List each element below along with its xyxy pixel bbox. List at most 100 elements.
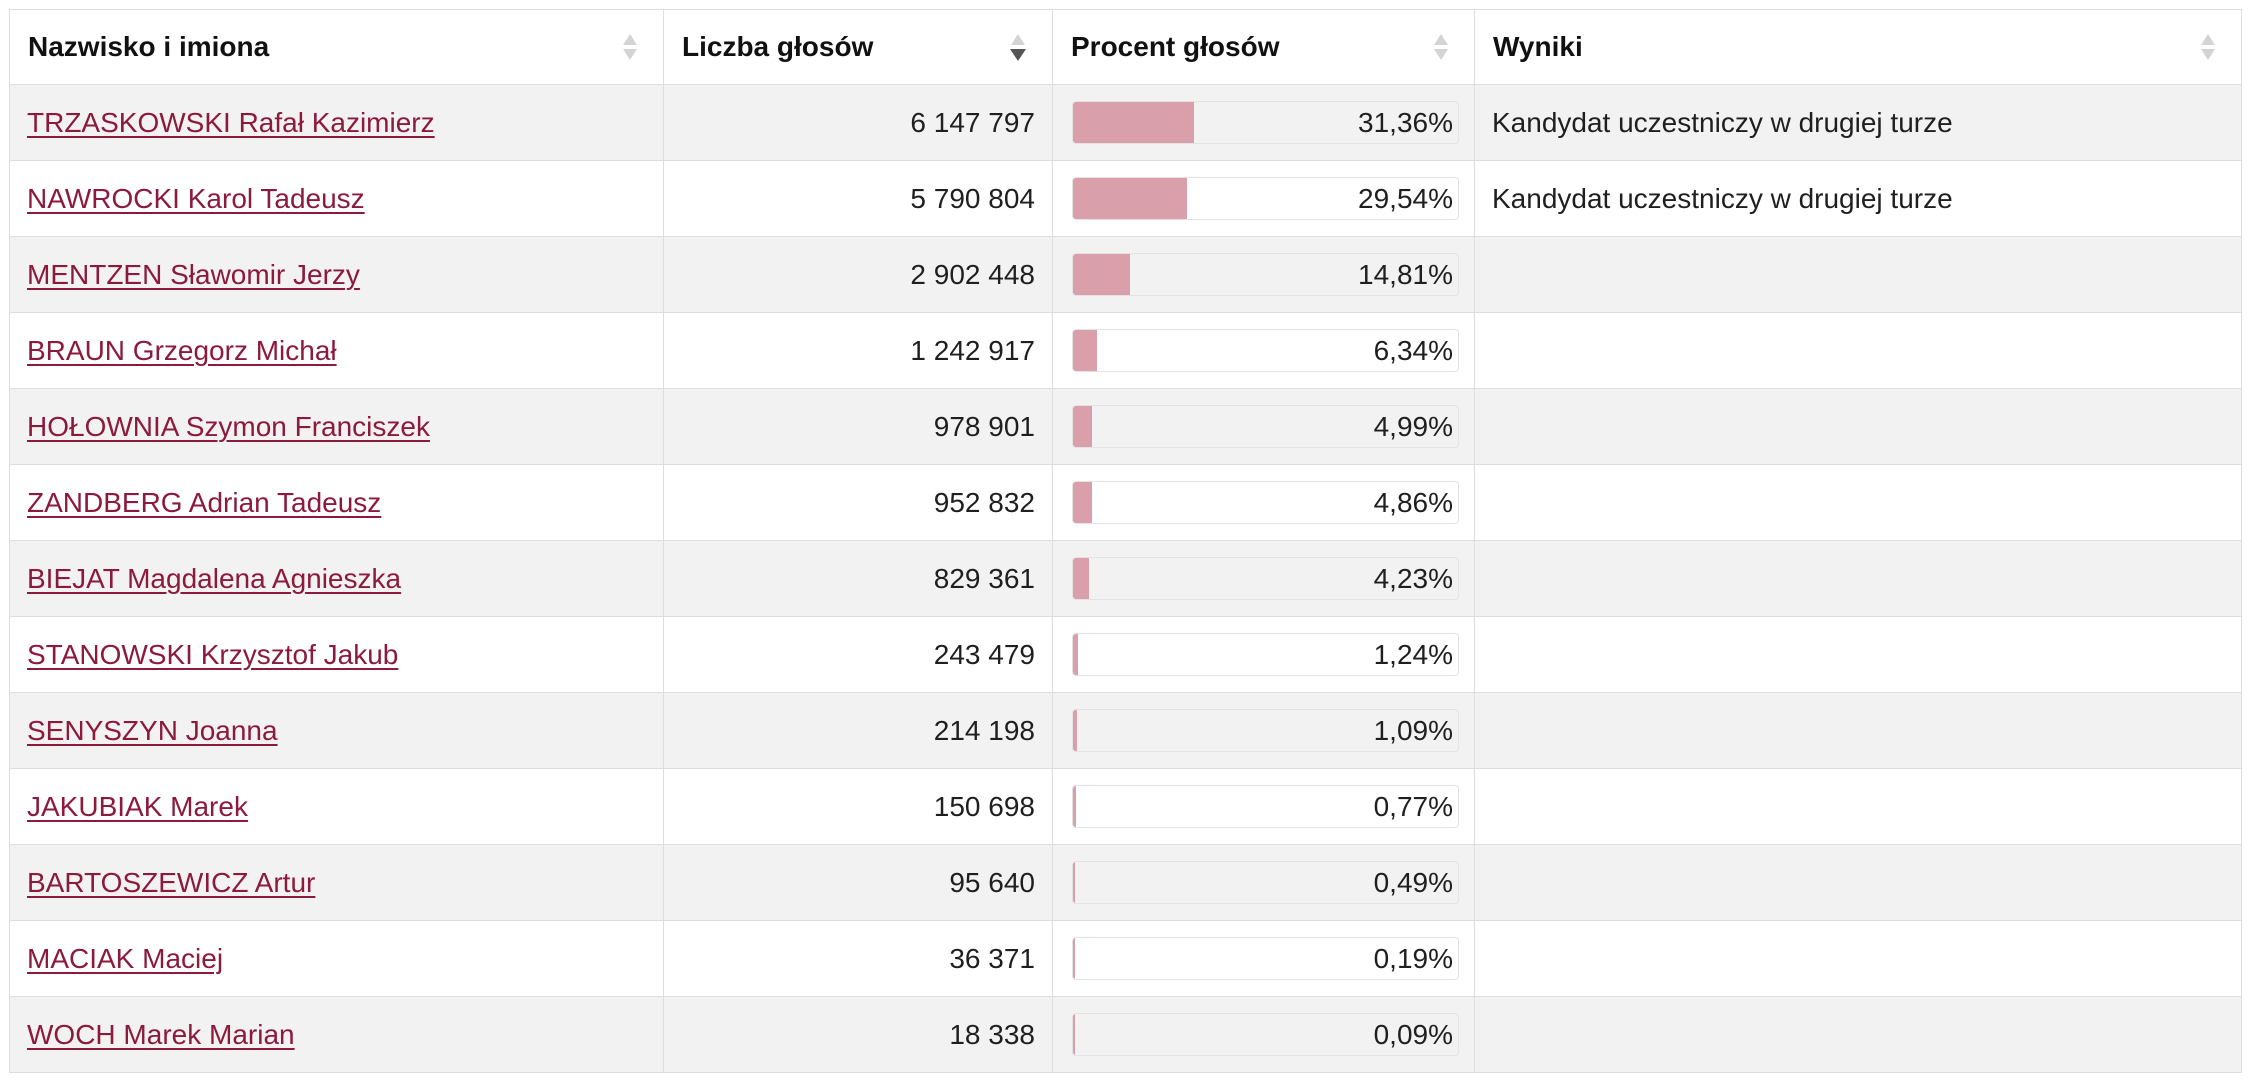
percent-value: 4,99%: [1373, 410, 1453, 442]
votes-cell: 6 147 797: [664, 85, 1053, 161]
candidate-link[interactable]: STANOWSKI Krzysztof Jakub: [27, 638, 399, 670]
percent-bar: 0,19%: [1072, 937, 1459, 980]
percent-bar: 31,36%: [1072, 101, 1459, 144]
table-row: BRAUN Grzegorz Michał 1 242 917 6,34%: [10, 313, 2242, 389]
percent-cell: 0,19%: [1053, 921, 1475, 997]
candidate-link[interactable]: SENYSZYN Joanna: [27, 714, 278, 746]
candidate-link[interactable]: JAKUBIAK Marek: [27, 790, 248, 822]
table-header-row: Nazwisko i imiona Liczba głosów Procent gł…: [10, 10, 2242, 85]
candidate-link[interactable]: BRAUN Grzegorz Michał: [27, 334, 337, 366]
votes-cell: 150 698: [664, 769, 1053, 845]
table-row: WOCH Marek Marian 18 338 0,09%: [10, 997, 2242, 1073]
table-body: TRZASKOWSKI Rafał Kazimierz 6 147 797 31,3…: [10, 85, 2242, 1073]
votes-cell: 2 902 448: [664, 237, 1053, 313]
sort-desc-icon[interactable]: [1010, 33, 1026, 61]
candidate-name-cell: TRZASKOWSKI Rafał Kazimierz: [10, 85, 664, 161]
sort-down-triangle-icon: [2201, 49, 2215, 60]
percent-cell: 4,23%: [1053, 541, 1475, 617]
result-cell: Kandydat uczestniczy w drugiej turze: [1475, 85, 2242, 161]
result-cell: [1475, 997, 2242, 1073]
percent-value: 4,86%: [1373, 486, 1453, 518]
percent-bar: 0,77%: [1072, 785, 1459, 828]
candidate-link[interactable]: MACIAK Maciej: [27, 942, 224, 974]
percent-bar-fill: [1073, 634, 1078, 675]
votes-value: 952 832: [933, 486, 1035, 518]
candidate-name-cell: ZANDBERG Adrian Tadeusz: [10, 465, 664, 541]
candidate-name-cell: BRAUN Grzegorz Michał: [10, 313, 664, 389]
percent-bar-fill: [1073, 330, 1098, 371]
result-cell: [1475, 237, 2242, 313]
percent-value: 14,81%: [1358, 258, 1453, 290]
candidate-link[interactable]: MENTZEN Sławomir Jerzy: [27, 258, 360, 290]
candidate-link[interactable]: NAWROCKI Karol Tadeusz: [27, 182, 365, 214]
candidate-name-cell: JAKUBIAK Marek: [10, 769, 664, 845]
column-header-name[interactable]: Nazwisko i imiona: [10, 10, 664, 85]
table-row: HOŁOWNIA Szymon Franciszek 978 901 4,99%: [10, 389, 2242, 465]
votes-value: 6 147 797: [910, 106, 1035, 138]
sort-down-triangle-icon: [623, 49, 637, 60]
result-cell: [1475, 465, 2242, 541]
candidate-link[interactable]: TRZASKOWSKI Rafał Kazimierz: [27, 106, 435, 138]
candidate-link[interactable]: HOŁOWNIA Szymon Franciszek: [27, 410, 430, 442]
sort-icon[interactable]: [623, 34, 637, 60]
percent-cell: 0,09%: [1053, 997, 1475, 1073]
percent-value: 0,49%: [1373, 866, 1453, 898]
percent-cell: 0,49%: [1053, 845, 1475, 921]
votes-cell: 952 832: [664, 465, 1053, 541]
candidate-name-cell: NAWROCKI Karol Tadeusz: [10, 161, 664, 237]
column-header-votes[interactable]: Liczba głosów: [664, 10, 1053, 85]
percent-bar: 0,09%: [1072, 1013, 1459, 1056]
candidate-name-cell: BIEJAT Magdalena Agnieszka: [10, 541, 664, 617]
table-row: ZANDBERG Adrian Tadeusz 952 832 4,86%: [10, 465, 2242, 541]
column-header-result[interactable]: Wyniki: [1475, 10, 2242, 85]
candidate-name-cell: BARTOSZEWICZ Artur: [10, 845, 664, 921]
percent-cell: 31,36%: [1053, 85, 1475, 161]
votes-value: 18 338: [949, 1018, 1035, 1050]
percent-value: 4,23%: [1373, 562, 1453, 594]
result-cell: Kandydat uczestniczy w drugiej turze: [1475, 161, 2242, 237]
votes-value: 243 479: [933, 638, 1035, 670]
percent-cell: 4,99%: [1053, 389, 1475, 465]
candidate-link[interactable]: WOCH Marek Marian: [27, 1018, 295, 1050]
votes-value: 978 901: [933, 410, 1035, 442]
votes-cell: 829 361: [664, 541, 1053, 617]
votes-cell: 5 790 804: [664, 161, 1053, 237]
percent-bar-fill: [1073, 558, 1090, 599]
candidate-link[interactable]: ZANDBERG Adrian Tadeusz: [27, 486, 382, 518]
candidate-link[interactable]: BARTOSZEWICZ Artur: [27, 866, 316, 898]
percent-bar: 4,99%: [1072, 405, 1459, 448]
percent-cell: 14,81%: [1053, 237, 1475, 313]
votes-cell: 95 640: [664, 845, 1053, 921]
votes-cell: 18 338: [664, 997, 1053, 1073]
sort-up-triangle-icon: [2201, 34, 2215, 45]
percent-bar: 14,81%: [1072, 253, 1459, 296]
result-cell: [1475, 617, 2242, 693]
percent-bar-fill: [1073, 406, 1093, 447]
sort-down-triangle-icon: [1010, 48, 1026, 61]
results-table: Nazwisko i imiona Liczba głosów Procent gł…: [9, 9, 2242, 1073]
percent-bar-fill: [1073, 786, 1076, 827]
column-header-percent[interactable]: Procent głosów: [1053, 10, 1475, 85]
table-row: STANOWSKI Krzysztof Jakub 243 479 1,24%: [10, 617, 2242, 693]
table-row: TRZASKOWSKI Rafał Kazimierz 6 147 797 31,3…: [10, 85, 2242, 161]
percent-bar-fill: [1073, 710, 1078, 751]
votes-cell: 243 479: [664, 617, 1053, 693]
result-text: Kandydat uczestniczy w drugiej turze: [1492, 182, 1953, 214]
percent-cell: 0,77%: [1053, 769, 1475, 845]
percent-value: 1,24%: [1373, 638, 1453, 670]
column-header-label: Wyniki: [1493, 31, 1583, 62]
percent-cell: 29,54%: [1053, 161, 1475, 237]
votes-value: 829 361: [933, 562, 1035, 594]
votes-cell: 36 371: [664, 921, 1053, 997]
percent-value: 6,34%: [1373, 334, 1453, 366]
percent-bar: 4,23%: [1072, 557, 1459, 600]
candidate-name-cell: STANOWSKI Krzysztof Jakub: [10, 617, 664, 693]
sort-icon[interactable]: [2201, 34, 2215, 60]
result-cell: [1475, 313, 2242, 389]
column-header-label: Nazwisko i imiona: [28, 31, 270, 62]
table-row: BARTOSZEWICZ Artur 95 640 0,49%: [10, 845, 2242, 921]
percent-bar: 0,49%: [1072, 861, 1459, 904]
percent-value: 31,36%: [1358, 106, 1453, 138]
candidate-link[interactable]: BIEJAT Magdalena Agnieszka: [27, 562, 402, 594]
sort-icon[interactable]: [1434, 34, 1448, 60]
